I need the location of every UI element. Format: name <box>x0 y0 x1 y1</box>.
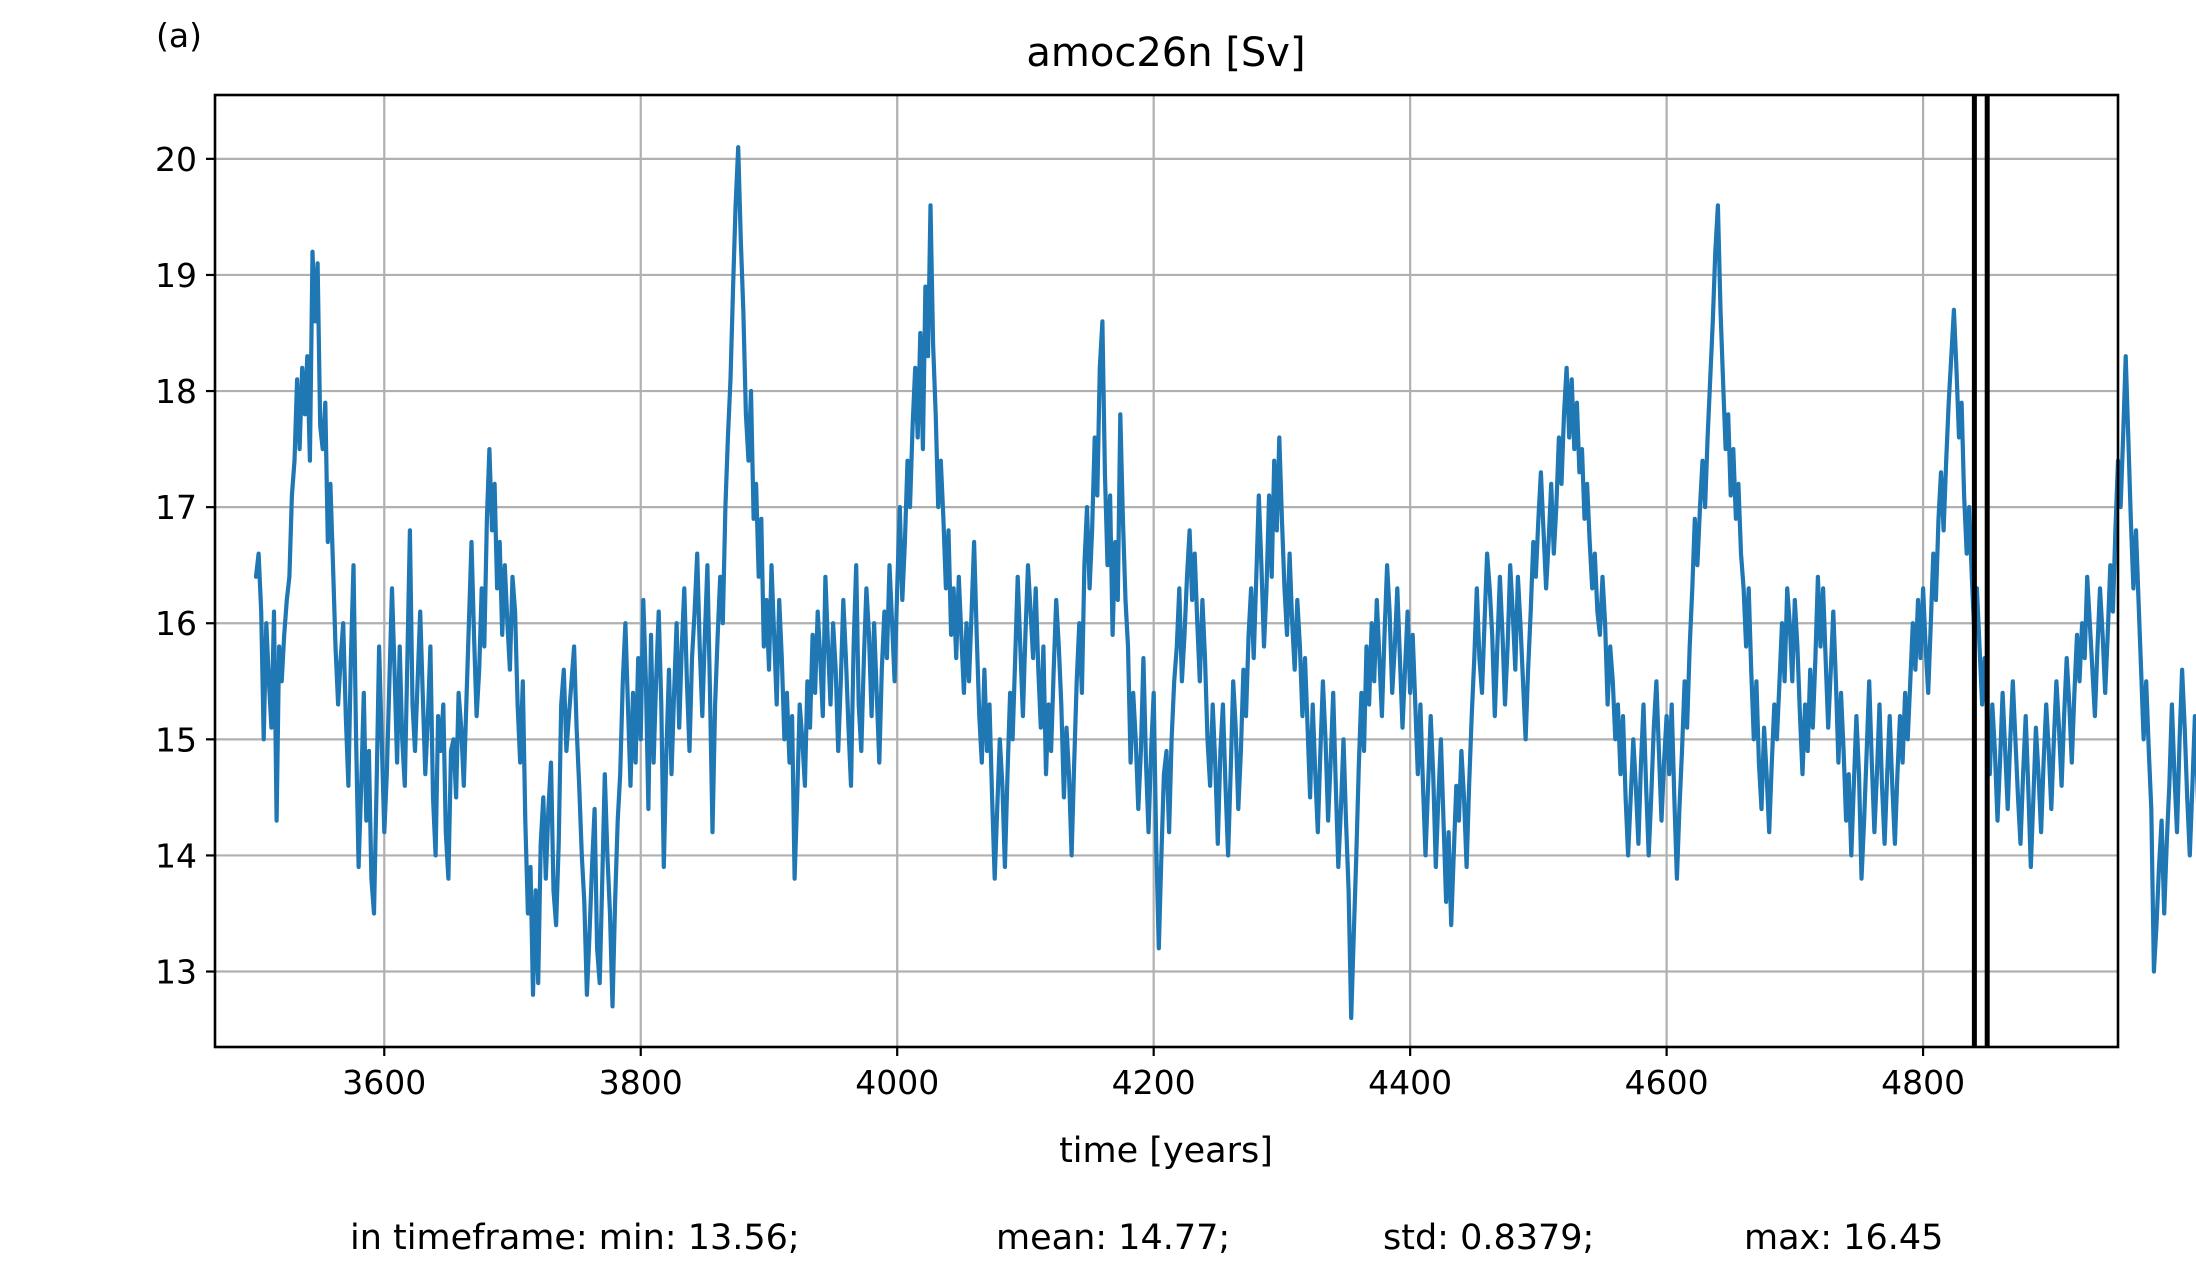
y-axis: 13 14 15 16 17 18 19 20 <box>155 140 215 992</box>
y-tick-label: 15 <box>155 720 197 759</box>
series-line <box>253 145 2196 1021</box>
panel-label: (a) <box>156 16 202 55</box>
y-tick-label: 16 <box>155 604 197 643</box>
x-tick-label: 3800 <box>599 1063 683 1102</box>
plot-frame <box>213 93 2120 1049</box>
y-tick-label: 20 <box>155 140 197 179</box>
x-tick-label: 3600 <box>342 1063 426 1102</box>
x-axis-label: time [years] <box>1059 1131 1273 1171</box>
x-tick-label: 4800 <box>1881 1063 1965 1102</box>
y-tick-label: 14 <box>155 836 197 875</box>
x-axis: 3600 3800 4000 4200 4400 4600 4800 <box>342 1047 1965 1102</box>
y-tick-label: 18 <box>155 372 197 411</box>
x-tick-label: 4200 <box>1112 1063 1196 1102</box>
x-tick-label: 4400 <box>1368 1063 1452 1102</box>
vertical-markers <box>1971 95 1990 1047</box>
chart-title: amoc26n [Sv] <box>1026 30 1305 76</box>
stats-max: max: 16.45 <box>1744 1218 1943 1258</box>
stats-mean: mean: 14.77; <box>996 1218 1230 1258</box>
stats-min: in timeframe: min: 13.56; <box>350 1218 800 1258</box>
y-tick-label: 19 <box>155 256 197 295</box>
stats-std: std: 0.8379; <box>1383 1218 1594 1258</box>
y-tick-label: 13 <box>155 953 197 992</box>
x-tick-label: 4000 <box>855 1063 939 1102</box>
y-tick-label: 17 <box>155 488 197 527</box>
x-tick-label: 4600 <box>1625 1063 1709 1102</box>
